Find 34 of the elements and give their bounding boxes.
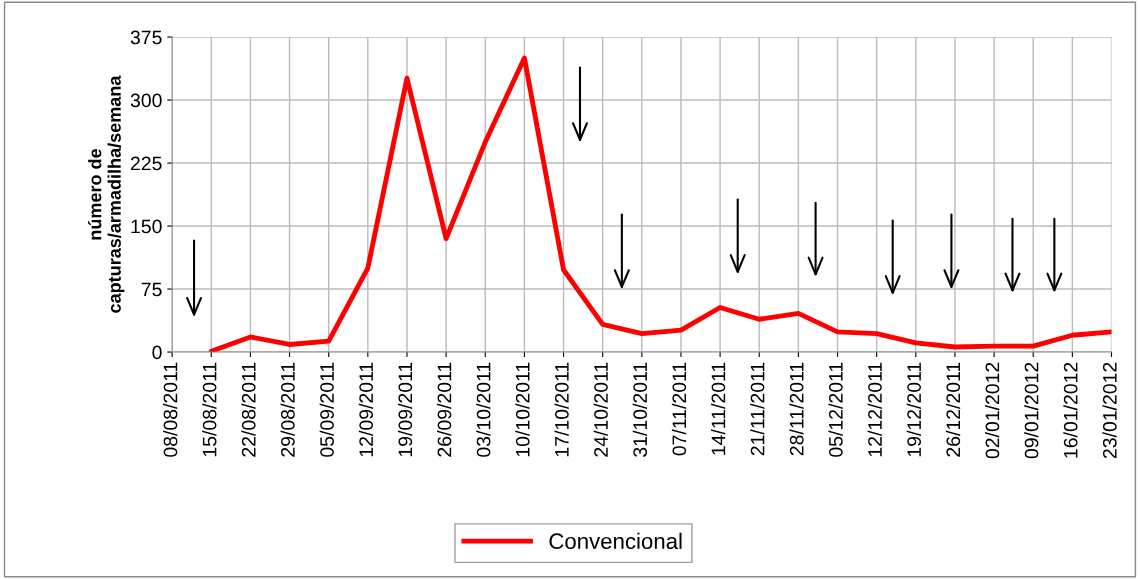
x-tick-label: 26/09/2011	[437, 362, 452, 457]
x-tick-label: 12/09/2011	[358, 362, 374, 457]
line-series	[208, 55, 1112, 353]
x-tick-label: 23/01/2012	[1102, 362, 1117, 459]
x-tick-label: 17/10/2011	[554, 362, 569, 457]
x-tick-label: 31/10/2011	[632, 362, 648, 457]
y-tick-label: 75	[141, 282, 162, 297]
y-tick-label: 0	[152, 345, 162, 360]
x-tick-label: 16/01/2012	[1063, 362, 1078, 458]
x-tick-label: 08/08/2011	[163, 362, 178, 457]
legend-label: Convencional	[549, 532, 682, 550]
x-tick-label: 09/01/2012	[1024, 362, 1039, 459]
x-tick-label: 05/09/2011	[319, 362, 334, 457]
x-tick-label: 07/11/2011	[671, 362, 687, 456]
x-tick-label: 22/08/2011	[241, 362, 256, 457]
x-tick-label: 21/11/2011	[750, 362, 765, 456]
x-tick-label: 19/12/2011	[906, 362, 922, 457]
x-tick-label: 05/12/2011	[828, 362, 843, 457]
x-tick-label: 29/08/2011	[280, 362, 295, 457]
y-tick-label: 150	[131, 219, 162, 234]
x-tick-label: 14/11/2011	[711, 362, 726, 455]
y-tick-label: 375	[130, 30, 162, 45]
x-tick-label: 24/10/2011	[593, 362, 608, 457]
x-tick-label: 12/12/2011	[867, 362, 882, 457]
x-tick-label: 28/11/2011	[789, 362, 804, 456]
y-tick-label: 300	[130, 93, 162, 108]
x-tick-label: 15/08/2011	[202, 362, 217, 457]
x-tick-label: 26/12/2011	[945, 362, 961, 457]
x-tick-label: 19/09/2011	[397, 362, 413, 457]
y-axis-title: número de capturas/armadilha/semana	[87, 75, 125, 313]
x-tick-label: 03/10/2011	[476, 362, 491, 457]
y-tick-label: 225	[130, 156, 162, 171]
x-tick-label: 02/01/2012	[985, 362, 1000, 459]
x-tick-label: 10/10/2011	[515, 362, 530, 457]
